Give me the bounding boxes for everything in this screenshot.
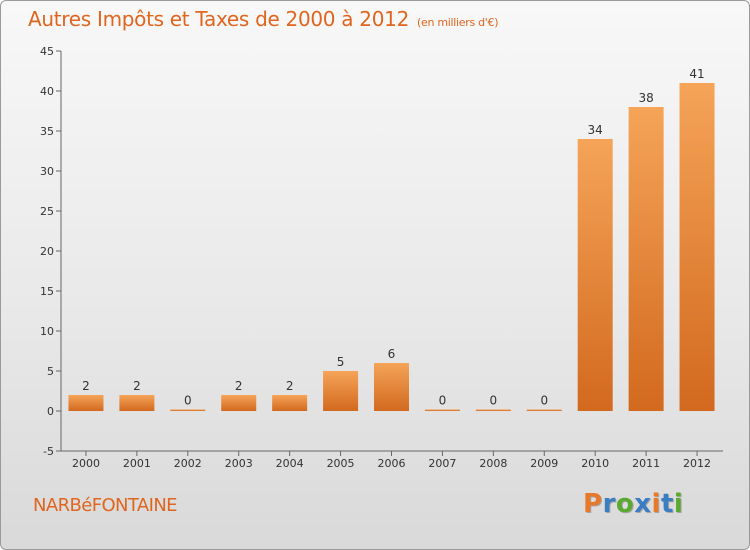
data-label: 0 <box>184 394 192 408</box>
logo-letter: i <box>651 489 661 519</box>
y-tick-label: 35 <box>40 125 54 138</box>
x-tick-label: 2002 <box>174 457 202 470</box>
logo-letter: r <box>602 489 616 519</box>
data-label: 5 <box>337 355 345 369</box>
data-label: 0 <box>540 394 548 408</box>
data-label: 0 <box>439 394 447 408</box>
x-tick-label: 2006 <box>378 457 406 470</box>
data-label: 34 <box>588 123 603 137</box>
x-tick-label: 2005 <box>327 457 355 470</box>
y-tick-label: 15 <box>40 285 54 298</box>
proxiti-logo: Proxiti <box>583 489 683 519</box>
data-label: 2 <box>82 379 90 393</box>
logo-letter: P <box>583 489 603 519</box>
bar <box>679 83 715 411</box>
x-tick-label: 2004 <box>276 457 304 470</box>
y-tick-label: 20 <box>40 245 54 258</box>
bar <box>272 395 308 411</box>
x-tick-label: 2001 <box>123 457 151 470</box>
y-tick-label: 10 <box>40 325 54 338</box>
bar <box>323 371 359 411</box>
y-tick-label: 0 <box>47 405 54 418</box>
bar <box>374 363 409 411</box>
logo-letter: i <box>673 489 684 519</box>
chart-subtitle: (en milliers d'€) <box>417 16 499 29</box>
bar <box>221 395 257 411</box>
commune-name: NARBéFONTAINE <box>33 495 178 516</box>
y-tick-label: -5 <box>43 445 54 458</box>
x-tick-label: 2003 <box>225 457 253 470</box>
bar <box>119 395 155 411</box>
data-label: 2 <box>133 379 141 393</box>
bar <box>628 107 664 411</box>
x-tick-label: 2009 <box>530 457 558 470</box>
x-tick-label: 2008 <box>479 457 507 470</box>
bar <box>526 409 562 411</box>
data-label: 0 <box>490 394 498 408</box>
data-label: 2 <box>235 379 243 393</box>
x-tick-label: 2000 <box>72 457 100 470</box>
x-tick-label: 2011 <box>632 457 660 470</box>
y-tick-label: 25 <box>40 205 54 218</box>
data-label: 6 <box>388 347 396 361</box>
chart-title: Autres Impôts et Taxes de 2000 à 2012 (en… <box>28 7 498 31</box>
x-tick-label: 2007 <box>428 457 456 470</box>
x-tick-label: 2012 <box>683 457 711 470</box>
x-tick-label: 2010 <box>581 457 609 470</box>
bar <box>577 139 613 411</box>
data-label: 38 <box>638 91 653 105</box>
y-tick-label: 5 <box>47 365 54 378</box>
logo-letter: o <box>615 489 635 519</box>
logo-letter: x <box>634 489 652 519</box>
logo-letter: t <box>660 489 674 519</box>
y-tick-label: 40 <box>40 85 54 98</box>
y-tick-label: 45 <box>40 45 54 58</box>
bar <box>170 409 206 411</box>
bar <box>475 409 511 411</box>
data-label: 41 <box>689 67 704 81</box>
y-tick-label: 30 <box>40 165 54 178</box>
title-text: Autres Impôts et Taxes de 2000 à 2012 <box>28 7 409 31</box>
bar <box>424 409 460 411</box>
data-label: 2 <box>286 379 294 393</box>
bar <box>68 395 104 411</box>
